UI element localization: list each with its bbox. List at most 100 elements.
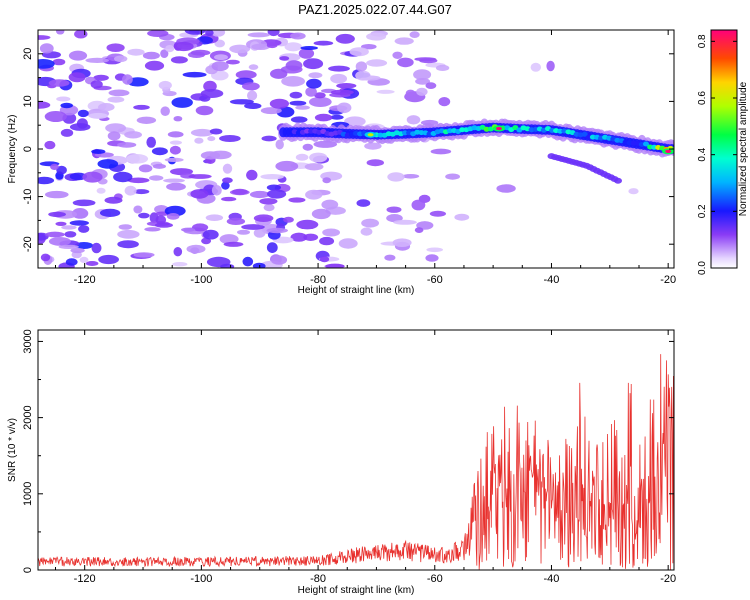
spectral-noise-blob: [219, 135, 241, 142]
spectral-noise-blob: [263, 204, 275, 212]
spectral-noise-blob: [60, 128, 74, 137]
spectral-noise-blob: [296, 219, 319, 230]
spectral-noise-blob: [195, 105, 214, 116]
spectral-noise-blob: [435, 64, 450, 71]
spectral-noise-blob: [190, 49, 211, 56]
spectral-noise-blob: [248, 64, 259, 70]
spectral-noise-blob: [181, 227, 196, 232]
spectral-noise-blob: [85, 57, 109, 64]
spectral-noise-blob: [151, 147, 168, 156]
spectral-noise-blob: [406, 115, 421, 125]
spectral-noise-blob: [546, 60, 555, 72]
spectral-noise-blob: [430, 148, 452, 155]
spectral-noise-blob: [68, 72, 86, 83]
spectral-noise-blob: [260, 174, 285, 180]
snr-chart: -120 -100 -80 -60 -40 -20 0 1000 2000 3000 Heigh…: [7, 329, 676, 596]
spectral-noise-blob: [266, 184, 281, 191]
spectral-noise-blob: [393, 219, 417, 225]
spectral-noise-blob: [285, 60, 303, 71]
spectral-noise-blob: [169, 140, 182, 145]
snr-xlabel: Height of straight line (km): [298, 585, 415, 596]
spectral-noise-blob: [220, 263, 235, 268]
spectral-noise-blob: [349, 47, 369, 57]
spectral-noise-blob: [221, 181, 230, 190]
spectral-noise-blob: [138, 164, 153, 173]
spectral-noise-blob: [124, 131, 142, 139]
spectrogram-heatmap: [38, 30, 674, 268]
spectral-noise-blob: [107, 96, 125, 103]
colorbar-tick-label: 0.6: [697, 91, 708, 105]
spectral-noise-blob: [419, 58, 438, 64]
spectral-noise-blob: [314, 92, 326, 99]
spectral-noise-blob: [173, 41, 194, 52]
spectral-noise-blob: [306, 78, 322, 89]
spectral-noise-blob: [122, 74, 133, 85]
snr-frame: [37, 329, 675, 571]
spectral-noise-blob: [425, 82, 437, 89]
spectral-noise-blob: [295, 153, 309, 161]
spectral-noise-blob: [496, 184, 516, 193]
spectral-noise-blob: [237, 229, 250, 235]
snr-ytick-label: 1000: [22, 482, 34, 506]
signal-band-core: [643, 141, 649, 147]
spectral-noise-blob: [68, 50, 88, 61]
spectral-noise-blob: [133, 205, 143, 214]
spectral-noise-blob: [172, 262, 188, 267]
snr-ylabel: SNR (10 * v/v): [7, 418, 18, 482]
spectral-noise-blob: [226, 217, 246, 225]
spectral-noise-blob: [252, 262, 266, 268]
spectral-noise-blob: [56, 96, 71, 102]
spectral-noise-blob: [284, 42, 302, 52]
spectral-noise-blob: [48, 211, 66, 218]
spectral-noise-blob: [56, 30, 65, 35]
spectral-noise-blob: [127, 177, 150, 184]
spectral-noise-blob: [242, 256, 254, 267]
spectral-noise-blob: [184, 30, 206, 35]
spectral-noise-blob: [330, 114, 344, 120]
spectral-noise-blob: [366, 32, 387, 41]
spectral-noise-blob: [281, 76, 305, 87]
spectral-noise-blob: [56, 165, 67, 175]
snr-xtick-label: -80: [310, 573, 326, 585]
spectral-noise-blob: [133, 104, 150, 110]
spectral-noise-blob: [414, 227, 424, 234]
spectral-noise-blob: [52, 58, 66, 66]
spectral-noise-blob: [266, 242, 278, 254]
spectral-noise-blob: [98, 254, 119, 265]
spectral-noise-blob: [160, 49, 169, 58]
spectral-noise-blob: [270, 68, 288, 79]
spectral-noise-blob: [82, 171, 103, 183]
colorbar-tick-label: 0.0: [697, 261, 708, 275]
spectral-noise-blob: [70, 247, 85, 254]
spectral-noise-blob: [322, 177, 332, 184]
spectral-noise-blob: [77, 109, 89, 118]
spectral-noise-blob: [413, 69, 432, 80]
spectral-noise-blob: [392, 238, 412, 247]
spectral-noise-blob: [171, 97, 193, 108]
spectral-noise-blob: [275, 139, 284, 150]
spectral-noise-blob: [402, 174, 420, 179]
spectral-noise-blob: [261, 135, 277, 142]
snr-ytick-label: 0: [22, 567, 34, 573]
spectral-noise-blob: [322, 228, 340, 237]
spectral-noise-blob: [267, 30, 280, 37]
spectral-noise-blob: [39, 43, 54, 54]
colorbar-tick-label: 0.4: [697, 147, 708, 161]
spectral-noise-blob: [149, 175, 164, 181]
spectral-noise-blob: [445, 173, 460, 180]
spectral-noise-blob: [244, 102, 262, 109]
signal-band-core: [459, 127, 466, 133]
spectral-noise-blob: [142, 51, 160, 60]
spectral-noise-blob: [344, 116, 366, 127]
spectrogram-ytick-label: 10: [22, 95, 34, 107]
spectral-noise-blob: [337, 102, 352, 114]
spectral-noise-blob: [338, 238, 358, 249]
spectral-noise-blob: [144, 60, 165, 71]
spectral-noise-blob: [221, 196, 237, 202]
spectral-noise-blob: [209, 150, 232, 160]
spectral-noise-blob: [165, 45, 175, 53]
spectral-noise-blob: [209, 128, 223, 135]
spectral-noise-blob: [253, 214, 274, 222]
spectral-noise-blob: [411, 199, 426, 211]
